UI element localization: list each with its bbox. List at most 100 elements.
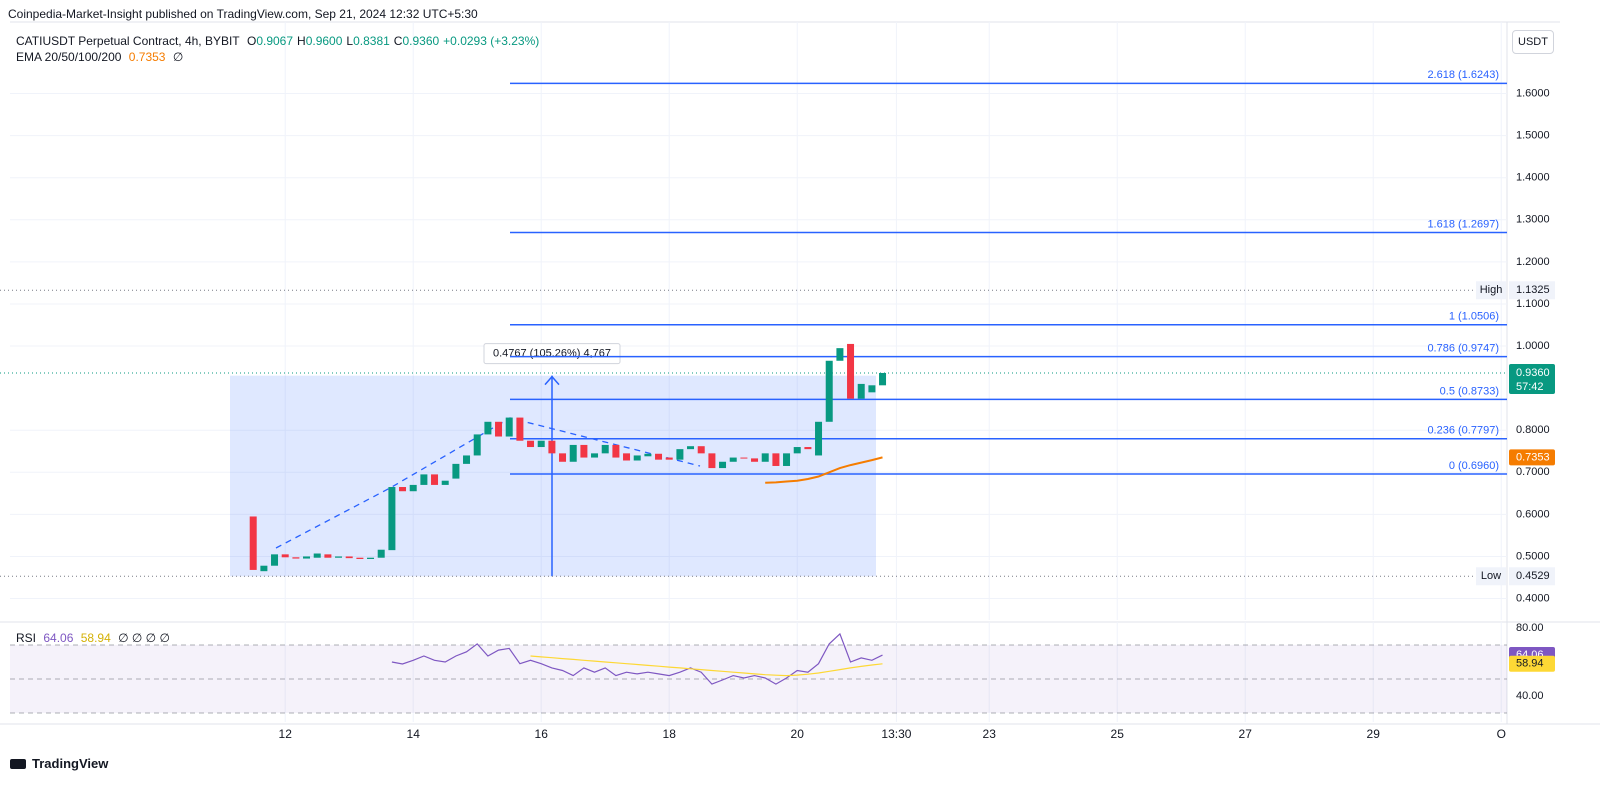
candle-body (399, 487, 407, 492)
change-value: +0.0293 (+3.23%) (443, 34, 540, 48)
x-tick-label: 25 (1111, 727, 1125, 741)
ohlc-value: 0.9600 (305, 34, 343, 48)
rsi-extra: ∅ ∅ ∅ ∅ (118, 631, 170, 645)
currency-button[interactable]: USDT (1512, 30, 1554, 54)
axis-value-tag (1509, 449, 1555, 466)
rsi-legend: RSI 64.06 58.94 ∅ ∅ ∅ ∅ (16, 631, 174, 645)
low-value: 0.4529 (1516, 570, 1550, 582)
fib-label: 0 (0.6960) (1449, 460, 1499, 472)
candle-body (463, 455, 471, 464)
candle-body (249, 516, 257, 570)
ema-extra: ∅ (172, 50, 184, 64)
last-price-countdown: 57:42 (1516, 381, 1544, 393)
axis-value-label: 58.94 (1516, 658, 1544, 670)
x-tick-label: 18 (663, 727, 677, 741)
candle-body (623, 453, 631, 461)
y-tick-label: 1.6000 (1516, 87, 1550, 99)
candle-body (335, 556, 343, 558)
x-tick-label: O (1497, 727, 1506, 741)
candle-body (527, 440, 535, 448)
candle-body (655, 453, 663, 460)
candle-body (708, 453, 716, 469)
candle-body (751, 458, 759, 462)
candle-body (697, 446, 705, 454)
candle-body (516, 417, 524, 441)
range-box (230, 375, 876, 577)
candle-body (431, 474, 439, 485)
candle-body (569, 444, 577, 462)
y-tick-label: 1.1000 (1516, 298, 1550, 310)
candle-body (815, 421, 823, 456)
candle-body (548, 440, 556, 454)
series-line (765, 456, 883, 484)
y-tick-label: 1.5000 (1516, 130, 1550, 142)
x-tick-label: 29 (1367, 727, 1381, 741)
candle-body (345, 556, 353, 559)
y2-tick-label: 80.00 (1516, 622, 1544, 634)
logo: TradingView (10, 756, 108, 771)
candle-body (719, 461, 727, 469)
candle-body (761, 453, 769, 462)
x-tick-label: 12 (279, 727, 293, 741)
candle-body (324, 554, 332, 558)
candle-body (879, 372, 887, 386)
axis-value-tag (1509, 655, 1555, 672)
candle-body (612, 444, 620, 458)
candle-body (676, 449, 684, 460)
y-tick-label: 0.5000 (1516, 550, 1550, 562)
candle-body (281, 554, 289, 558)
ohlc-key: C (393, 34, 403, 48)
low-tag-label: Low (1481, 570, 1501, 582)
candle-body (740, 457, 748, 459)
ohlc-value: 0.9360 (402, 34, 440, 48)
candle-body (292, 557, 300, 559)
candle-body (665, 457, 673, 460)
ema-value: 0.7353 (128, 50, 166, 64)
published-line: Coinpedia-Market-Insight published on Tr… (8, 7, 478, 21)
fib-label: 0.236 (0.7797) (1427, 425, 1499, 437)
x-tick-label: 23 (983, 727, 997, 741)
candle-body (580, 444, 588, 458)
candle-body (559, 453, 567, 462)
candle-body (441, 480, 449, 485)
candle-body (729, 457, 737, 462)
y-tick-label: 0.8000 (1516, 424, 1550, 436)
y-tick-label: 1.0000 (1516, 340, 1550, 352)
candle-body (303, 556, 311, 559)
x-tick-label: 27 (1239, 727, 1253, 741)
fib-label: 1.618 (1.2697) (1427, 218, 1499, 230)
candle-body (825, 360, 833, 422)
range-arrowhead (544, 375, 560, 386)
candle-body (271, 554, 279, 566)
candle-body (452, 463, 460, 479)
candle-body (537, 440, 545, 448)
high-tag-label: High (1480, 284, 1503, 296)
candle-body (783, 453, 791, 466)
y-tick-label: 1.2000 (1516, 256, 1550, 268)
y-tick-label: 1.4000 (1516, 172, 1550, 184)
candle-body (847, 343, 855, 399)
ema-name: EMA 20/50/100/200 (16, 50, 122, 64)
ohlc-key: O (246, 34, 257, 48)
logo-icon (10, 758, 26, 769)
rsi-value: 64.06 (43, 631, 74, 645)
x-tick-label: 16 (535, 727, 549, 741)
candle-body (388, 487, 396, 551)
logo-text: TradingView (32, 756, 109, 771)
y-tick-label: 0.7000 (1516, 466, 1550, 478)
fib-label: 0.786 (0.9747) (1427, 343, 1499, 355)
ohlc-value: 0.9067 (256, 34, 294, 48)
candle-body (591, 453, 599, 458)
fib-label: 2.618 (1.6243) (1427, 69, 1499, 81)
candle-body (260, 565, 268, 572)
candle-body (356, 557, 364, 559)
candle-body (804, 447, 812, 450)
candle-body (313, 553, 321, 558)
candle-body (505, 417, 513, 437)
candle-body (601, 444, 609, 454)
x-tick-label: 13:30 (881, 727, 911, 741)
main-legend: CATIUSDT Perpetual Contract, 4h, BYBIT O… (16, 34, 543, 48)
y2-tick-label: 40.00 (1516, 690, 1544, 702)
